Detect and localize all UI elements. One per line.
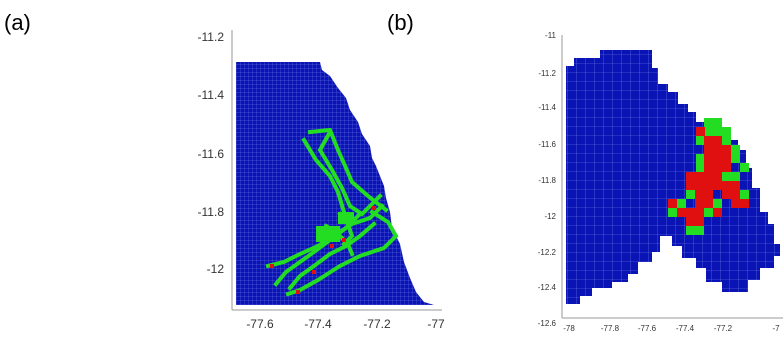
red-cells-b: [668, 127, 749, 226]
x-tick-a-0: -77.6: [246, 317, 274, 331]
y-tick-b-3: -11.6: [538, 140, 556, 149]
axes-b: [561, 35, 783, 319]
red-cells-a: [270, 206, 376, 294]
x-tick-b-3: -77.4: [676, 324, 695, 333]
y-tick-a-2: -11.6: [198, 147, 225, 161]
y-ticks-b: -11 -11.2 -11.4 -11.6 -11.8 -12 -12.2 -1…: [538, 31, 557, 328]
x-tick-b-5: -7: [772, 324, 780, 333]
x-tick-a-2: -77.2: [363, 317, 391, 331]
y-tick-b-0: -11: [545, 31, 557, 40]
y-tick-a-4: -12: [207, 262, 225, 276]
y-tick-b-6: -12.2: [538, 248, 557, 257]
x-tick-a-3: -77: [427, 317, 445, 331]
x-ticks-a: -77.6 -77.4 -77.2 -77: [246, 317, 445, 331]
x-tick-a-1: -77.4: [304, 317, 332, 331]
y-tick-b-1: -11.2: [538, 69, 556, 78]
y-tick-a-3: -11.8: [198, 205, 225, 219]
x-tick-b-1: -77.8: [601, 324, 620, 333]
y-tick-b-5: -12: [544, 212, 556, 221]
y-tick-b-8: -12.6: [538, 319, 557, 328]
green-cluster-a: [316, 226, 340, 242]
y-tick-a-1: -11.4: [198, 88, 225, 102]
y-tick-b-2: -11.4: [538, 103, 556, 112]
panel-b-label: (b): [387, 10, 414, 35]
x-tick-b-0: -78: [563, 324, 575, 333]
panel-a-label: (a): [4, 10, 31, 35]
y-tick-b-7: -12.4: [538, 283, 557, 292]
y-ticks-a: -11.2 -11.4 -11.6 -11.8 -12: [198, 30, 225, 276]
green-cells-b: [668, 118, 749, 235]
x-tick-b-2: -77.6: [638, 324, 657, 333]
axes-a: [231, 30, 442, 311]
y-tick-b-4: -11.8: [538, 176, 556, 185]
x-tick-b-4: -77.2: [714, 324, 733, 333]
y-tick-a-0: -11.2: [198, 30, 225, 44]
x-ticks-b: -78 -77.8 -77.6 -77.4 -77.2 -7: [563, 324, 780, 333]
